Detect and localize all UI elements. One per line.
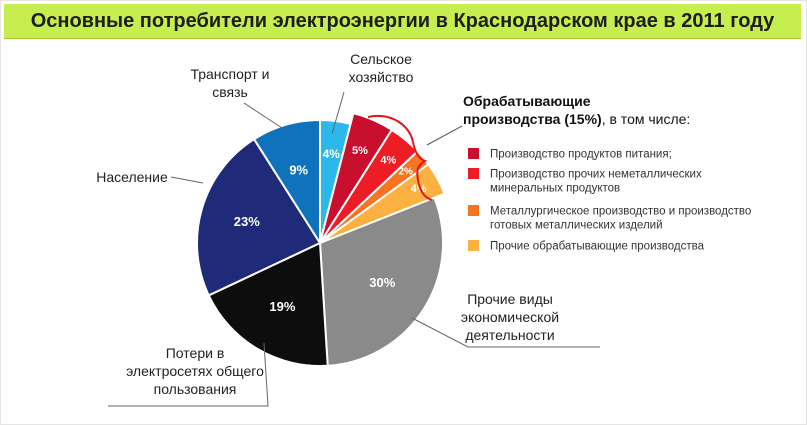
category-label-agriculture: хозяйство [349,69,414,85]
category-label-other-economic: деятельности [465,327,554,343]
legend-swatch-other-manufacturing [468,240,479,251]
legend-label-food: Производство продуктов питания; [490,149,672,161]
slice-value-label-metallurgy: 2% [398,167,413,178]
slice-value-label-food: 5% [352,145,368,157]
category-label-grid-losses: электросетях общего [126,363,264,379]
manufacturing-heading: Обрабатывающие [463,93,591,109]
pie-slice-other-manufacturing [319,162,446,244]
slice-value-label-nonmetal: 4% [380,154,396,166]
legend-swatch-metallurgy [468,205,479,216]
pie-slice-population [196,137,322,297]
manufacturing-heading: производства (15%), в том числе: [463,111,690,127]
leader-line-transport [243,102,283,129]
slice-value-label-other-economic: 30% [369,275,395,290]
manufacturing-leader-line [426,125,463,146]
legend-label-metallurgy: готовых металлических изделий [490,220,663,232]
slice-value-label-agriculture: 4% [323,147,341,161]
category-label-population: Население [96,169,168,185]
category-label-other-economic: Прочие виды [467,291,553,307]
category-label-grid-losses: Потери в [166,345,225,361]
category-label-transport: Транспорт и [190,66,269,82]
legend-label-nonmetal: минеральных продуктов [490,183,620,195]
legend-swatch-food [468,148,479,159]
slice-value-label-transport: 9% [289,162,308,177]
pie-slice-other-economic [318,196,444,367]
leader-line-other-economic [411,317,600,348]
leader-line-agriculture [331,91,345,135]
title-bar: Основные потребители электроэнергии в Кр… [4,4,801,39]
category-label-grid-losses: пользования [154,381,237,397]
leader-line-grid-losses [108,342,269,407]
chart-title: Основные потребители электроэнергии в Кр… [30,10,775,32]
slice-value-label-population: 23% [234,214,260,229]
category-label-other-economic: экономической [461,309,559,325]
legend-swatch-nonmetal [468,168,479,179]
pie-slice-transport [252,118,321,247]
legend-label-other-manufacturing: Прочие обрабатывающие производства [490,241,705,253]
legend-label-metallurgy: Металлургическое производство и производ… [490,206,751,218]
legend-label-nonmetal: Производство прочих неметаллических [490,169,702,181]
pie-slice-grid-losses [207,241,329,367]
category-label-agriculture: Сельское [350,51,412,67]
slice-value-label-grid-losses: 19% [269,299,295,314]
manufacturing-bracket [367,114,433,201]
category-label-transport: связь [212,84,248,100]
leader-line-population [170,176,204,184]
